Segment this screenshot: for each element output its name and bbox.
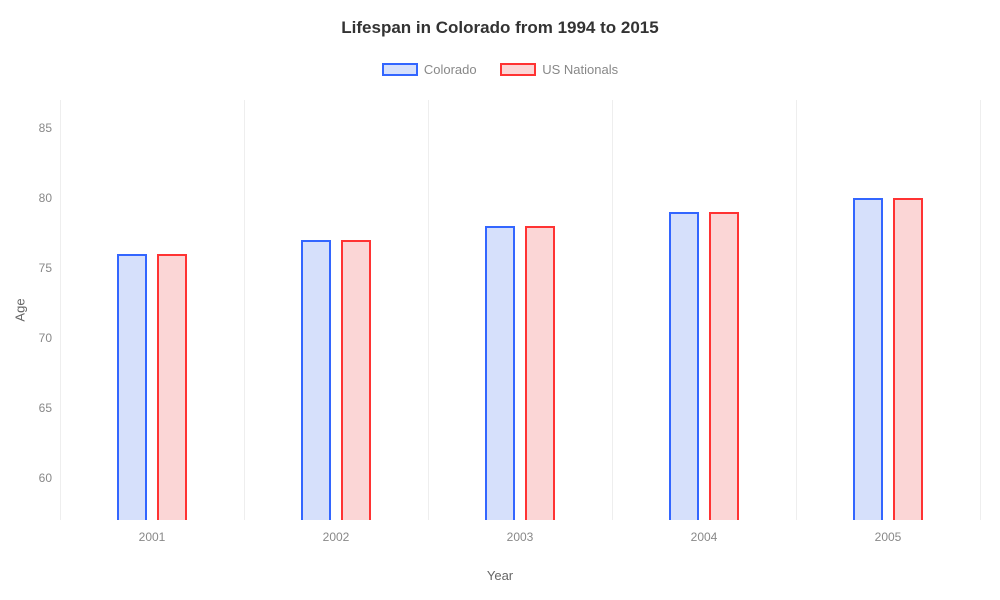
grid-line	[612, 100, 613, 520]
bar	[157, 254, 187, 520]
grid-line	[60, 100, 61, 520]
legend-label-us-nationals: US Nationals	[542, 62, 618, 77]
grid-line	[428, 100, 429, 520]
bar	[853, 198, 883, 520]
y-tick-label: 65	[39, 401, 52, 415]
bar	[301, 240, 331, 520]
bar	[485, 226, 515, 520]
x-tick-label: 2005	[875, 530, 902, 544]
legend-label-colorado: Colorado	[424, 62, 477, 77]
bar	[341, 240, 371, 520]
chart-title: Lifespan in Colorado from 1994 to 2015	[0, 18, 1000, 38]
grid-line	[244, 100, 245, 520]
bar	[669, 212, 699, 520]
bar	[893, 198, 923, 520]
x-axis-label: Year	[487, 568, 513, 583]
legend-swatch-colorado	[382, 63, 418, 76]
legend-item-colorado: Colorado	[382, 62, 477, 77]
bar	[525, 226, 555, 520]
x-tick-label: 2003	[507, 530, 534, 544]
y-axis-label: Age	[13, 298, 28, 321]
legend-item-us-nationals: US Nationals	[500, 62, 618, 77]
bar	[117, 254, 147, 520]
y-tick-label: 75	[39, 261, 52, 275]
lifespan-chart: Lifespan in Colorado from 1994 to 2015 C…	[0, 0, 1000, 600]
y-tick-label: 80	[39, 191, 52, 205]
x-tick-label: 2001	[139, 530, 166, 544]
plot-area: 60657075808520012002200320042005	[60, 100, 980, 520]
x-tick-label: 2002	[323, 530, 350, 544]
y-tick-label: 60	[39, 471, 52, 485]
y-tick-label: 85	[39, 121, 52, 135]
legend-swatch-us-nationals	[500, 63, 536, 76]
bar	[709, 212, 739, 520]
grid-line	[796, 100, 797, 520]
y-tick-label: 70	[39, 331, 52, 345]
grid-line	[980, 100, 981, 520]
chart-legend: Colorado US Nationals	[0, 62, 1000, 79]
x-tick-label: 2004	[691, 530, 718, 544]
